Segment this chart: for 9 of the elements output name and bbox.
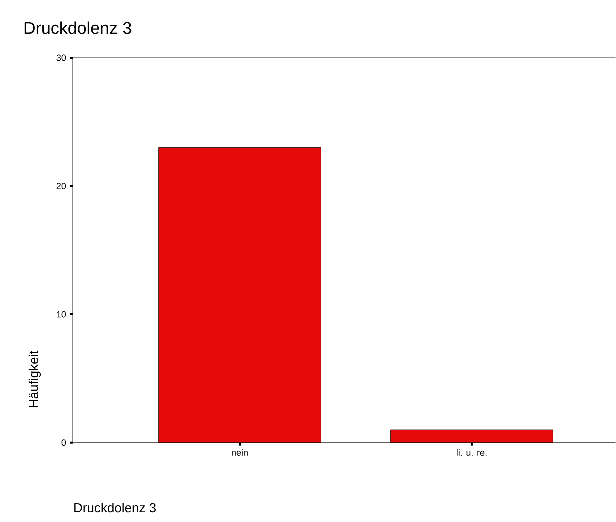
chart-title: Druckdolenz 3 <box>24 22 132 34</box>
x-tick-label: li. u. re. <box>457 449 487 456</box>
x-tick-label: nein <box>232 449 248 456</box>
x-axis-title: Druckdolenz 3 <box>74 503 156 513</box>
y-tick-label: 30 <box>56 54 66 62</box>
y-axis-title: Häufigkeit <box>28 350 42 408</box>
y-tick-label: 0 <box>62 440 66 446</box>
y-tick-label: 10 <box>57 311 66 318</box>
y-tick-label: 20 <box>56 183 66 190</box>
